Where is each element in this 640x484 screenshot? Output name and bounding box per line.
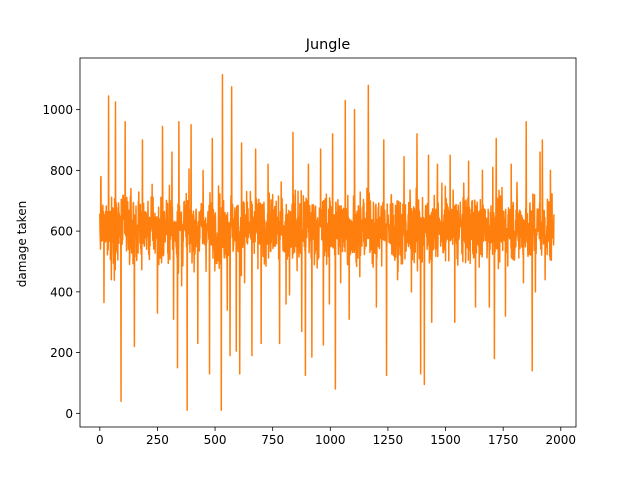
y-axis-label: damage taken xyxy=(15,201,29,287)
x-tick-label: 500 xyxy=(204,433,227,447)
x-tick-label: 0 xyxy=(96,433,104,447)
y-tick-label: 200 xyxy=(50,346,73,360)
x-tick-label: 2000 xyxy=(546,433,577,447)
x-tick-label: 250 xyxy=(146,433,169,447)
x-tick-label: 1250 xyxy=(373,433,404,447)
y-tick-label: 600 xyxy=(50,225,73,239)
x-tick-label: 1500 xyxy=(430,433,461,447)
x-tick-label: 1000 xyxy=(315,433,346,447)
y-tick-label: 800 xyxy=(50,164,73,178)
chart-title: Jungle xyxy=(305,37,351,53)
axes-layer: 0 250 500 750 1000 1250 1500 1750 2000 0 200 400 600… xyxy=(42,57,577,447)
x-tick-label: 1750 xyxy=(488,433,519,447)
y-tick-label: 1000 xyxy=(42,103,73,117)
plot-frame xyxy=(79,57,577,428)
x-tick-label: 750 xyxy=(261,433,284,447)
series-layer xyxy=(99,73,555,412)
series-line xyxy=(99,73,555,412)
y-tick-label: 400 xyxy=(50,285,73,299)
y-tick-label: 0 xyxy=(65,407,73,421)
